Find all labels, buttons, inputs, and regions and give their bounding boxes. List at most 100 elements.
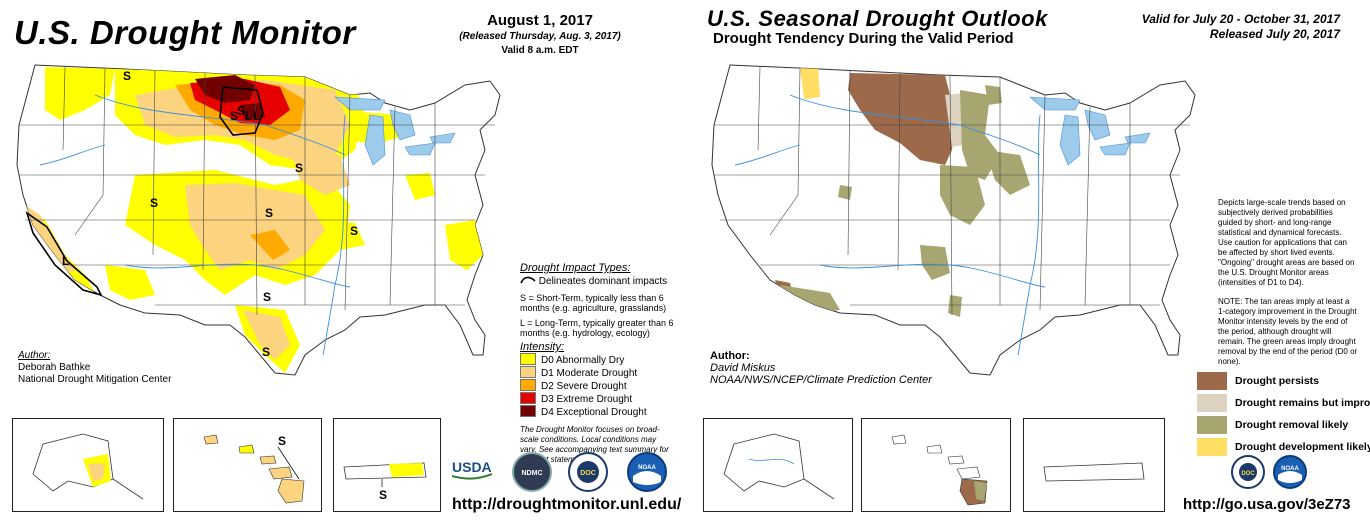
intensity-swatch: [520, 366, 536, 378]
impact-marker-s: S: [295, 161, 303, 175]
impact-marker-s: S: [237, 104, 245, 118]
noaa-logo-text: NOAA: [638, 465, 656, 471]
intensity-item-d1: D1 Moderate Drought: [520, 366, 638, 379]
alaska-inset: [12, 418, 164, 512]
hawaii-map: [891, 434, 988, 506]
impact-delineations: [25, 86, 264, 297]
impact-marker-l: L: [253, 109, 260, 123]
monitor-author-heading: Author:: [18, 350, 51, 361]
impact-markers: S S S S S S S S L S S L L: [62, 69, 358, 359]
impact-marker-s: S: [263, 290, 271, 304]
outlook-valid: Valid for July 20 - October 31, 2017: [1141, 12, 1340, 26]
impact-marker-l: L: [62, 254, 69, 268]
noaa-logo-text: NOAA: [1281, 466, 1299, 472]
drought-monitor-panel: U.S. Drought Monitor August 1, 2017 (Rel…: [12, 12, 682, 513]
legend-label: Drought persists: [1235, 375, 1320, 387]
outlook-url-link[interactable]: http://go.usa.gov/3eZ73: [1183, 496, 1351, 513]
outlook-author-name: David Miskus: [710, 362, 776, 374]
inset-marker-s: S: [379, 488, 387, 502]
monitor-date: August 1, 2017: [487, 12, 593, 29]
impact-marker-s: S: [265, 206, 273, 220]
legend-item-development: Drought development likely: [1197, 438, 1370, 456]
legend-item-improves: Drought remains but improves: [1197, 394, 1370, 412]
hawaii-inset: S: [173, 418, 322, 512]
monitor-url-link[interactable]: http://droughtmonitor.unl.edu/: [452, 496, 682, 513]
outlook-author-block: Author: David Miskus NOAA/NWS/NCEP/Clima…: [710, 350, 932, 386]
puerto-rico-map: S: [343, 462, 427, 502]
outlook-description-block: Depicts large-scale trends based on subj…: [1218, 198, 1358, 367]
drought-monitor-us-map: S S S S S S S S L S S L L: [16, 64, 501, 376]
outlook-subtitle: Drought Tendency During the Valid Period: [713, 30, 1014, 47]
monitor-title: U.S. Drought Monitor: [14, 14, 356, 51]
alaska-map: [723, 433, 835, 500]
monitor-author-name: Deborah Bathke: [18, 362, 91, 373]
impact-line-legend: Delineates dominant impacts: [520, 276, 680, 288]
intensity-item-d2: D2 Severe Drought: [520, 379, 627, 392]
puerto-rico-map: [1043, 462, 1145, 482]
impact-marker-s: S: [150, 196, 158, 210]
outlook-note: NOTE: The tan areas imply at least a 1-c…: [1218, 297, 1358, 366]
long-term-desc: L = Long-Term, typically greater than 6 …: [520, 318, 674, 338]
puerto-rico-inset: [1023, 418, 1165, 512]
legend-swatch: [1197, 438, 1227, 456]
intensity-label: D0 Abnormally Dry: [541, 355, 625, 366]
intensity-item-d3: D3 Extreme Drought: [520, 392, 633, 405]
doc-logo: DOC: [568, 452, 608, 492]
monitor-valid: Valid 8 a.m. EDT: [501, 45, 579, 56]
outlook-description: Depicts large-scale trends based on subj…: [1218, 198, 1355, 287]
legend-label: Drought development likely: [1235, 441, 1370, 453]
intensity-item-d4: D4 Exceptional Drought: [520, 405, 647, 418]
outlook-legend: Drought persists Drought remains but imp…: [1197, 372, 1370, 462]
outlook-dates: Valid for July 20 - October 31, 2017 Rel…: [1115, 12, 1340, 42]
state-boundaries: [19, 66, 495, 316]
legend-label: Drought remains but improves: [1235, 397, 1370, 409]
great-lakes: [1029, 96, 1151, 166]
outlook-author-org: NOAA/NWS/NCEP/Climate Prediction Center: [710, 374, 932, 386]
intensity-label: D2 Severe Drought: [541, 381, 627, 392]
impact-marker-s: S: [350, 224, 358, 238]
intensity-swatch: [520, 353, 536, 365]
impact-marker-s: S: [230, 109, 238, 123]
intensity-swatch: [520, 405, 536, 417]
hawaii-inset: [861, 418, 1011, 512]
intensity-swatch: [520, 379, 536, 391]
intensity-item-d0: D0 Abnormally Dry: [520, 353, 625, 366]
monitor-released: (Released Thursday, Aug. 3, 2017): [459, 31, 621, 42]
intensity-swatch: [520, 392, 536, 404]
legend-swatch: [1197, 372, 1227, 390]
legend-swatch: [1197, 394, 1227, 412]
noaa-logo: NOAA: [627, 452, 667, 492]
doc-logo-text: DOC: [1241, 471, 1255, 477]
intensity-legend: D0 Abnormally Dry D1 Moderate Drought D2…: [520, 353, 680, 418]
delineation-line-icon: [520, 276, 536, 284]
impact-types-heading: Drought Impact Types:: [520, 262, 631, 274]
usda-logo: USDA: [451, 458, 493, 482]
monitor-author-block: Author: Deborah Bathke National Drought …: [18, 350, 171, 386]
seasonal-outlook-panel: U.S. Seasonal Drought Outlook Drought Te…: [685, 0, 1370, 525]
intensity-label: D1 Moderate Drought: [541, 368, 638, 379]
alaska-inset: [703, 418, 853, 512]
doc-logo: DOC: [1231, 455, 1265, 489]
monitor-note: The Drought Monitor focuses on broad-sca…: [520, 425, 669, 464]
outlook-released: Released July 20, 2017: [1209, 27, 1340, 41]
outlook-author-heading: Author:: [710, 350, 750, 362]
alaska-map: [32, 433, 144, 500]
legend-item-persists: Drought persists: [1197, 372, 1319, 390]
impact-marker-l: L: [245, 109, 252, 123]
impact-marker-s: S: [262, 345, 270, 359]
rivers: [39, 94, 351, 356]
monitor-legend: Drought Impact Types: Delineates dominan…: [520, 262, 680, 465]
intensity-label: D4 Exceptional Drought: [541, 407, 647, 418]
legend-swatch: [1197, 416, 1227, 434]
ndmc-logo: NDMC: [512, 452, 552, 492]
usda-logo-text: USDA: [452, 459, 492, 475]
legend-label: Drought removal likely: [1235, 419, 1349, 431]
state-boundaries: [714, 66, 1190, 316]
rivers: [734, 94, 1046, 356]
ndmc-logo-text: NDMC: [522, 470, 543, 477]
drought-outlook-us-map: [711, 64, 1196, 376]
outlook-title: U.S. Seasonal Drought Outlook: [707, 6, 1048, 31]
intensity-label: D3 Extreme Drought: [541, 394, 633, 405]
puerto-rico-inset: S: [333, 418, 441, 512]
short-term-desc: S = Short-Term, typically less than 6 mo…: [520, 293, 667, 313]
